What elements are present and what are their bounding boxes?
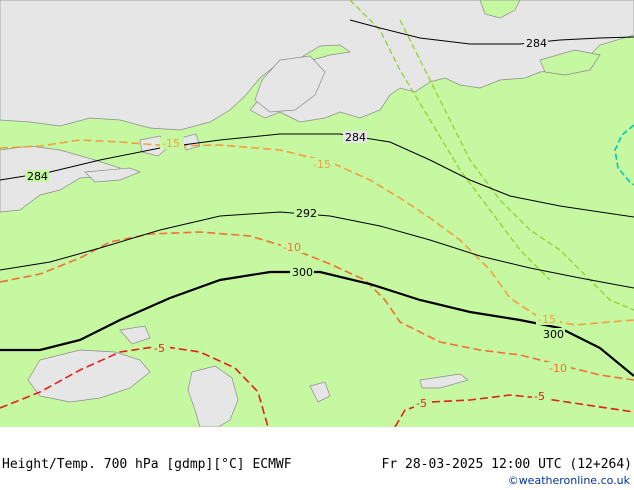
temp-label-minus15-west: -15	[162, 137, 180, 150]
height-contour-292	[0, 211, 634, 289]
black-sea	[27, 349, 151, 403]
map-footer: Height/Temp. 700 hPa [gdmp][°C] ECMWF Fr…	[0, 427, 634, 490]
credit-link[interactable]: ©weatheronline.co.uk	[507, 474, 630, 487]
height-label-284-center: 284	[345, 131, 366, 144]
temp-contour-minus10	[0, 231, 634, 381]
temp-contour-cyan	[614, 124, 634, 186]
map-title: Height/Temp. 700 hPa [gdmp][°C] ECMWF	[2, 457, 292, 472]
map-canvas: 284 284 284 292 300 300 -15 -15 -15 -10 …	[0, 0, 634, 428]
temp-label-minus15-east: -15	[538, 313, 556, 326]
height-label-284-north: 284	[526, 37, 547, 50]
gulf-finland	[84, 167, 141, 183]
map-timestamp: Fr 28-03-2025 12:00 UTC (12+264)	[381, 457, 632, 472]
height-label-300: 300	[292, 266, 313, 279]
temp-labels: -15 -15 -15 -10 -10 -5 -5 -5	[152, 137, 571, 410]
island-east	[539, 49, 601, 76]
caspian-sea	[187, 365, 239, 428]
height-label-292: 292	[296, 207, 317, 220]
temp-contour-minus5-east	[394, 394, 634, 428]
aral-sea	[309, 381, 331, 403]
temp-label-minus5-east: -5	[534, 390, 545, 403]
height-contour-300	[0, 270, 634, 377]
height-labels: 284 284 284 292 300 300	[25, 37, 565, 341]
temp-label-minus5-west: -5	[154, 342, 165, 355]
height-label-284-west: 284	[27, 170, 48, 183]
sea-of-azov	[119, 325, 151, 345]
temp-label-minus15-center: -15	[313, 158, 331, 171]
temp-label-minus5-center: -5	[416, 397, 427, 410]
height-contour-284-north	[349, 19, 634, 45]
temp-label-minus10: -10	[283, 241, 301, 254]
border-line-1	[399, 19, 634, 311]
border-line-2	[349, 0, 551, 281]
height-label-300-east: 300	[543, 328, 564, 341]
island-novaya	[479, 0, 521, 19]
temp-label-minus10-east: -10	[549, 362, 567, 375]
lake-balkhash	[419, 373, 469, 389]
weather-map: 284 284 284 292 300 300 -15 -15 -15 -10 …	[0, 0, 634, 428]
white-sea	[254, 55, 326, 113]
